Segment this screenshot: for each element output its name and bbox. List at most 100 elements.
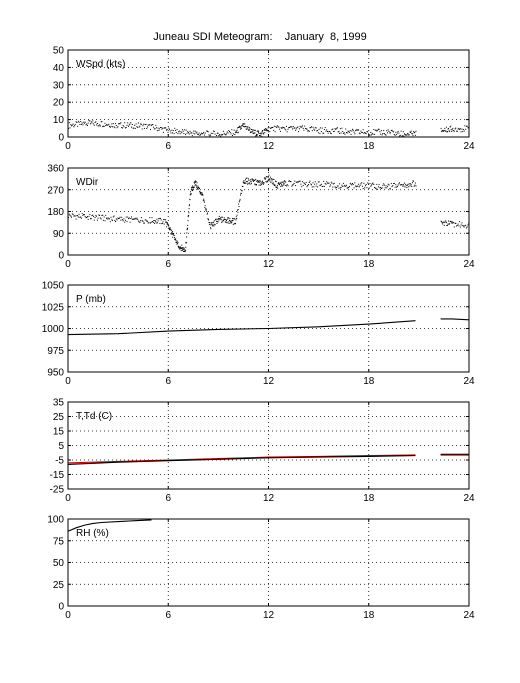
data-point (101, 214, 103, 216)
data-point (372, 133, 374, 135)
data-point (217, 218, 219, 220)
data-point (459, 226, 461, 228)
data-point (161, 223, 163, 225)
y-tick-label: 25 (53, 412, 65, 423)
data-point (457, 128, 459, 130)
data-point (261, 181, 263, 183)
x-tick-label: 12 (263, 141, 275, 152)
data-point (321, 127, 323, 129)
data-point (388, 130, 390, 132)
data-point (213, 221, 215, 223)
data-point (223, 219, 225, 221)
series-line (440, 318, 470, 321)
data-point (407, 133, 408, 135)
data-point (98, 125, 100, 127)
data-point (180, 131, 182, 133)
data-point (134, 127, 136, 129)
data-point (321, 185, 323, 187)
data-point (263, 133, 265, 135)
data-point (364, 132, 366, 133)
data-point (109, 221, 111, 223)
data-point (283, 182, 285, 184)
data-point (214, 224, 216, 226)
data-point (262, 132, 264, 134)
data-point (172, 236, 174, 238)
data-point (125, 216, 127, 218)
y-tick-label: 10 (53, 115, 65, 126)
data-point (239, 198, 241, 200)
data-point (314, 183, 316, 185)
data-point (170, 232, 172, 234)
data-point (356, 129, 358, 131)
data-point (446, 131, 448, 133)
data-point (250, 181, 252, 183)
data-point (70, 215, 72, 217)
data-point (141, 220, 143, 222)
data-point (173, 233, 175, 234)
data-point (456, 130, 458, 132)
data-point (404, 133, 405, 135)
data-point (233, 218, 235, 220)
data-point (463, 226, 465, 228)
data-point (211, 224, 213, 226)
data-point (159, 126, 161, 128)
data-point (225, 219, 227, 221)
data-point (282, 181, 284, 183)
data-point (333, 130, 335, 132)
data-point (216, 132, 218, 134)
data-point (235, 130, 237, 132)
data-point (305, 127, 306, 129)
x-tick-label: 0 (65, 141, 71, 152)
y-tick-label: 30 (53, 80, 65, 91)
data-point (398, 183, 400, 185)
data-point (452, 222, 454, 224)
data-point (153, 220, 155, 221)
data-point (325, 130, 327, 132)
data-point (405, 183, 407, 185)
data-point (269, 131, 271, 133)
x-tick-label: 0 (65, 610, 71, 621)
y-tick-label: 25 (53, 580, 65, 591)
data-point (204, 207, 206, 209)
data-point (196, 187, 198, 189)
data-point (395, 131, 397, 133)
data-point (374, 187, 376, 189)
data-point (249, 183, 251, 185)
data-point (279, 128, 281, 130)
data-point (288, 127, 290, 129)
data-point (87, 218, 89, 220)
data-point (230, 133, 232, 135)
data-point (247, 182, 249, 184)
data-point (80, 123, 82, 125)
data-point (147, 222, 149, 224)
data-point (105, 214, 107, 216)
data-point (461, 128, 463, 130)
data-point (318, 181, 320, 183)
data-point (94, 121, 96, 123)
data-point (143, 123, 145, 125)
data-point (201, 194, 203, 196)
data-point (216, 223, 218, 224)
data-point (139, 125, 141, 127)
data-point (448, 220, 449, 222)
data-point (334, 186, 336, 188)
data-point (323, 185, 325, 187)
data-point (409, 185, 411, 187)
data-point (273, 129, 275, 131)
x-tick-label: 12 (263, 259, 275, 270)
data-point (214, 133, 216, 135)
data-point (251, 129, 252, 130)
data-point (404, 186, 406, 188)
data-point (166, 222, 168, 224)
data-point (145, 123, 147, 125)
data-point (445, 130, 447, 132)
data-point (172, 232, 174, 234)
data-point (84, 215, 86, 217)
data-point (110, 125, 112, 127)
data-point (258, 131, 260, 133)
data-point (81, 213, 83, 215)
data-point (373, 184, 375, 185)
data-point (83, 121, 85, 123)
data-point (403, 135, 405, 137)
data-point (345, 128, 347, 130)
